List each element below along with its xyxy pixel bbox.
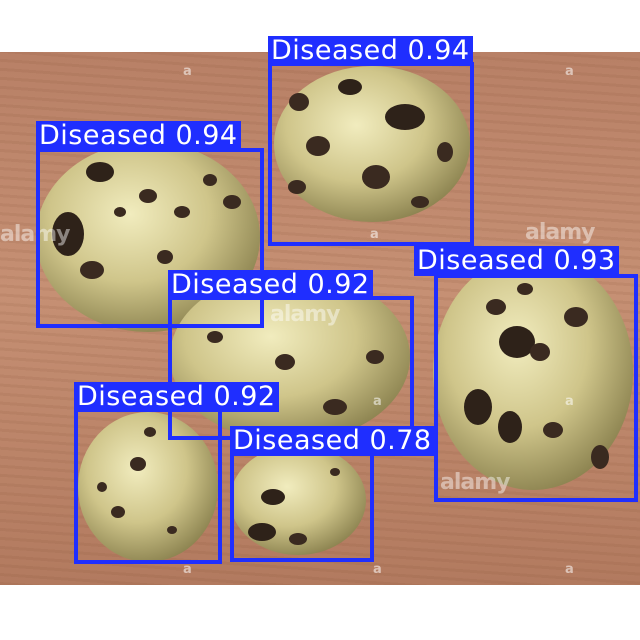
detection-class: Diseased — [271, 35, 399, 66]
detection-box — [74, 408, 222, 564]
detection-box — [434, 274, 638, 502]
watermark-mark: a — [565, 394, 574, 409]
detection-class: Diseased — [417, 245, 545, 276]
detection-label: Diseased 0.78 — [230, 426, 435, 456]
detection-box — [230, 452, 374, 562]
watermark-alamy: alamy — [270, 302, 340, 327]
watermark-mark: a — [373, 394, 382, 409]
watermark-alamy: alamy — [525, 220, 595, 245]
watermark-mark: a — [183, 562, 192, 577]
potato-right — [433, 254, 633, 490]
potato-illustration — [36, 66, 633, 562]
detection-label: Diseased 0.94 — [268, 36, 473, 66]
watermark-mark: a — [183, 64, 192, 79]
detection-class: Diseased — [39, 120, 167, 151]
detection-score: 0.93 — [553, 245, 616, 276]
detection-class: Diseased — [233, 425, 361, 456]
detection-box — [268, 62, 474, 246]
detection-score: 0.94 — [407, 35, 470, 66]
detection-score: 0.92 — [307, 269, 370, 300]
detection-score: 0.78 — [369, 425, 432, 456]
watermark-alamy: alamy — [440, 470, 510, 495]
detection-label: Diseased 0.92 — [74, 382, 279, 412]
detection-score: 0.92 — [213, 381, 276, 412]
detection-class: Diseased — [77, 381, 205, 412]
watermark-mark: a — [565, 562, 574, 577]
detection-class: Diseased — [171, 269, 299, 300]
watermark-mark: a — [565, 64, 574, 79]
detection-score: 0.94 — [175, 120, 238, 151]
potato-bottom-left — [78, 412, 218, 562]
watermark-alamy: alamy — [0, 222, 70, 247]
detection-label: Diseased 0.93 — [414, 246, 619, 276]
watermark-mark: a — [370, 227, 379, 242]
potato-top-center — [274, 66, 470, 222]
potato-photo: alamy alamy alamy alamy a a a a a a a a — [0, 52, 640, 585]
watermark-mark: a — [373, 562, 382, 577]
detection-label: Diseased 0.94 — [36, 121, 241, 151]
detection-label: Diseased 0.92 — [168, 270, 373, 300]
potato-bottom-small — [230, 445, 366, 555]
